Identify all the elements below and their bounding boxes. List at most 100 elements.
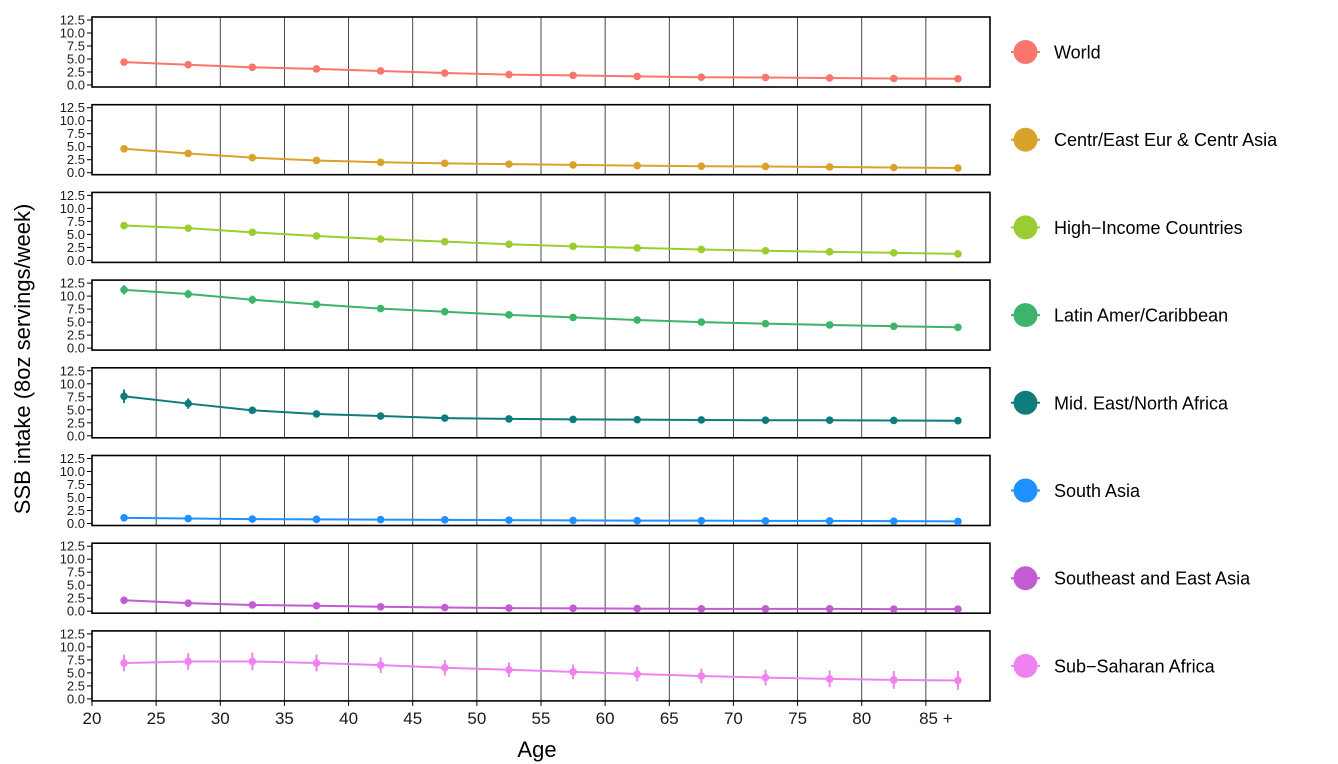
y-tick-label: 12.5: [60, 626, 85, 641]
y-tick-label: 12.5: [60, 363, 85, 378]
series-line: [124, 61, 958, 80]
y-tick-label: 12.5: [60, 276, 85, 291]
data-point: [440, 516, 449, 524]
y-tick-label: 10.0: [60, 552, 85, 567]
data-point: [825, 605, 834, 613]
data-point: [569, 313, 577, 322]
y-tick-label: 12.5: [60, 451, 85, 466]
data-point: [312, 601, 321, 610]
legend-item: Mid. East/North Africa: [1011, 390, 1229, 415]
legend-swatch: [1013, 40, 1038, 64]
y-tick-label: 10.0: [60, 289, 85, 304]
data-point: [120, 392, 128, 401]
series-line: [124, 288, 958, 329]
y-tick-label: 7.5: [67, 39, 85, 54]
panel-frame: [91, 16, 991, 88]
y-tick-label: 5.0: [67, 490, 85, 505]
legend-swatch: [1013, 566, 1038, 591]
y-tick-label: 0.0: [67, 78, 85, 93]
x-tick-label: 25: [147, 709, 166, 728]
y-tick-label: 2.5: [67, 503, 85, 518]
y-tick-label: 2.5: [67, 240, 85, 255]
legend-label: Mid. East/North Africa: [1054, 393, 1229, 413]
data-point: [633, 670, 642, 678]
data-point: [184, 514, 193, 523]
data-point: [120, 596, 128, 605]
legend-item: South Asia: [1011, 478, 1141, 503]
y-tick-label: 7.5: [67, 214, 85, 229]
data-point: [505, 604, 513, 612]
data-point: [697, 516, 706, 525]
data-point: [761, 605, 770, 613]
legend-swatch: [1013, 478, 1038, 503]
y-tick-label: 5.0: [67, 665, 85, 680]
data-point: [376, 235, 385, 243]
data-point: [312, 300, 321, 309]
y-tick-label: 7.5: [67, 652, 85, 667]
data-point: [184, 149, 193, 158]
data-point: [312, 156, 321, 165]
series-line: [124, 224, 958, 255]
panels-layer: 0.02.55.07.510.012.50.02.55.07.510.012.5…: [60, 13, 991, 706]
y-tick-label: 10.0: [60, 201, 85, 216]
y-tick-label: 7.5: [67, 389, 85, 404]
data-point: [889, 74, 898, 83]
data-point: [376, 304, 385, 313]
legend-swatch: [1013, 303, 1038, 328]
legend-swatch: [1013, 215, 1038, 240]
data-point: [120, 58, 128, 66]
data-point: [633, 244, 642, 252]
data-point: [184, 657, 193, 666]
data-point: [954, 250, 962, 258]
x-tick-label: 70: [724, 709, 743, 728]
data-point: [312, 659, 321, 667]
series-line: [123, 147, 958, 170]
y-tick-label: 2.5: [67, 65, 85, 80]
y-tick-label: 10.0: [60, 639, 85, 654]
legend-item: Sub−Saharan Africa: [1011, 653, 1216, 678]
y-tick-label: 5.0: [67, 578, 85, 593]
data-point: [761, 319, 770, 328]
data-point: [248, 153, 257, 162]
data-point: [889, 676, 898, 684]
legend-label: Latin Amer/Caribbean: [1054, 306, 1228, 326]
y-tick-label: 10.0: [60, 26, 85, 41]
data-point: [120, 513, 128, 522]
y-tick-label: 12.5: [60, 539, 85, 554]
legend-swatch: [1013, 653, 1038, 678]
series-line: [124, 599, 958, 611]
data-point: [569, 516, 577, 525]
x-tick-label: 50: [467, 709, 486, 728]
x-tick-label: 80: [852, 709, 871, 728]
x-tick-label: 20: [83, 709, 102, 728]
legend-item: World: [1011, 40, 1101, 64]
data-point: [761, 162, 770, 171]
x-tick-label: 75: [788, 709, 807, 728]
panel-5: 0.02.55.07.510.012.5: [60, 451, 991, 531]
data-point: [697, 318, 706, 326]
data-point: [312, 65, 321, 73]
data-point: [633, 415, 642, 424]
legend-swatch: [1013, 127, 1038, 152]
data-point: [889, 322, 898, 331]
data-point: [825, 74, 834, 82]
x-tick-label: 65: [660, 709, 679, 728]
data-point: [120, 286, 128, 294]
data-point: [505, 160, 513, 168]
data-point: [505, 415, 513, 423]
data-point: [376, 158, 385, 167]
panel-2: 0.02.55.07.510.012.5: [60, 188, 991, 268]
data-point: [184, 599, 193, 607]
data-point: [825, 517, 834, 525]
data-point: [569, 604, 577, 613]
data-point: [248, 63, 257, 72]
data-point: [889, 416, 898, 425]
data-point: [312, 515, 321, 524]
data-point: [184, 224, 193, 232]
data-point: [697, 416, 706, 424]
legend-item: Centr/East Eur & Centr Asia: [1011, 127, 1278, 152]
y-tick-label: 10.0: [60, 113, 85, 128]
y-tick-label: 10.0: [60, 464, 85, 479]
data-point: [505, 665, 513, 674]
